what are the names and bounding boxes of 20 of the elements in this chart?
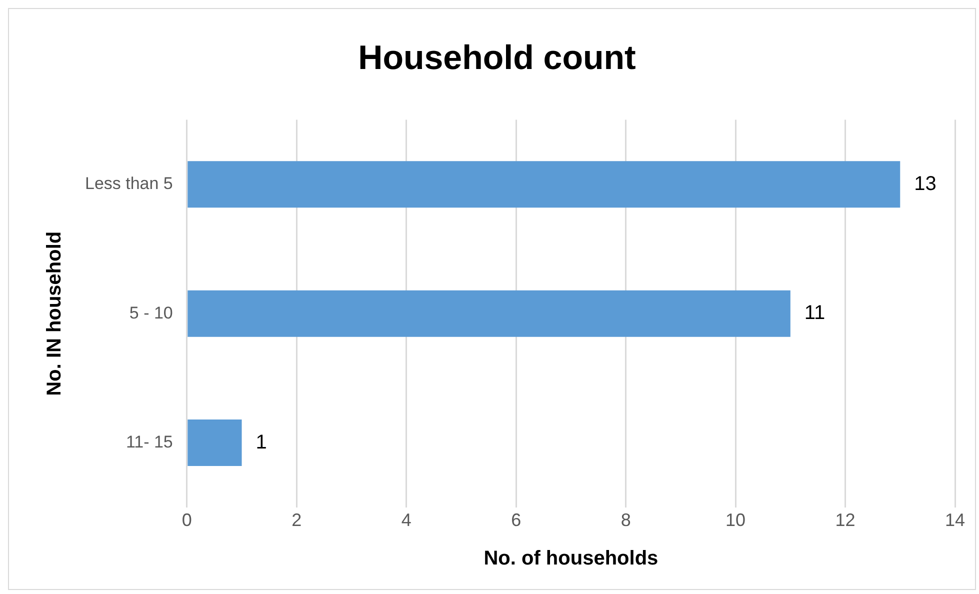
x-tick-label: 4 xyxy=(401,510,412,530)
x-tick-label: 10 xyxy=(726,510,746,530)
x-tick-label: 6 xyxy=(511,510,522,530)
chart-title: Household count xyxy=(358,38,636,77)
x-tick-label: 2 xyxy=(292,510,302,530)
y-axis-title: No. IN household xyxy=(44,231,66,396)
bar xyxy=(188,420,242,466)
x-tick-label: 12 xyxy=(835,510,856,530)
x-tick-label: 8 xyxy=(620,510,631,530)
bar xyxy=(188,161,900,208)
x-axis-title: No. of households xyxy=(484,548,658,570)
data-label: 11 xyxy=(804,302,826,324)
data-label: 13 xyxy=(914,172,936,195)
x-tick-label: 14 xyxy=(944,510,966,530)
y-tick-label: 5 - 10 xyxy=(129,303,173,322)
y-tick-label: 11- 15 xyxy=(126,432,173,452)
x-tick-label: 0 xyxy=(182,510,192,530)
bar xyxy=(188,290,790,337)
y-tick-label: Less than 5 xyxy=(84,174,173,194)
data-label: 1 xyxy=(256,431,267,454)
